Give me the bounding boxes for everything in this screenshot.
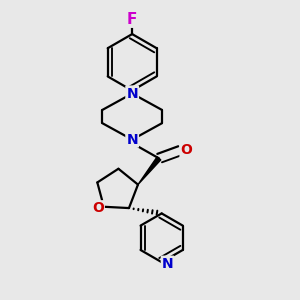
Text: N: N [126,86,138,100]
Text: F: F [127,12,137,27]
Text: O: O [92,201,104,215]
Text: N: N [126,133,138,147]
Polygon shape [138,157,161,184]
Text: O: O [181,143,192,157]
Text: N: N [162,257,173,271]
